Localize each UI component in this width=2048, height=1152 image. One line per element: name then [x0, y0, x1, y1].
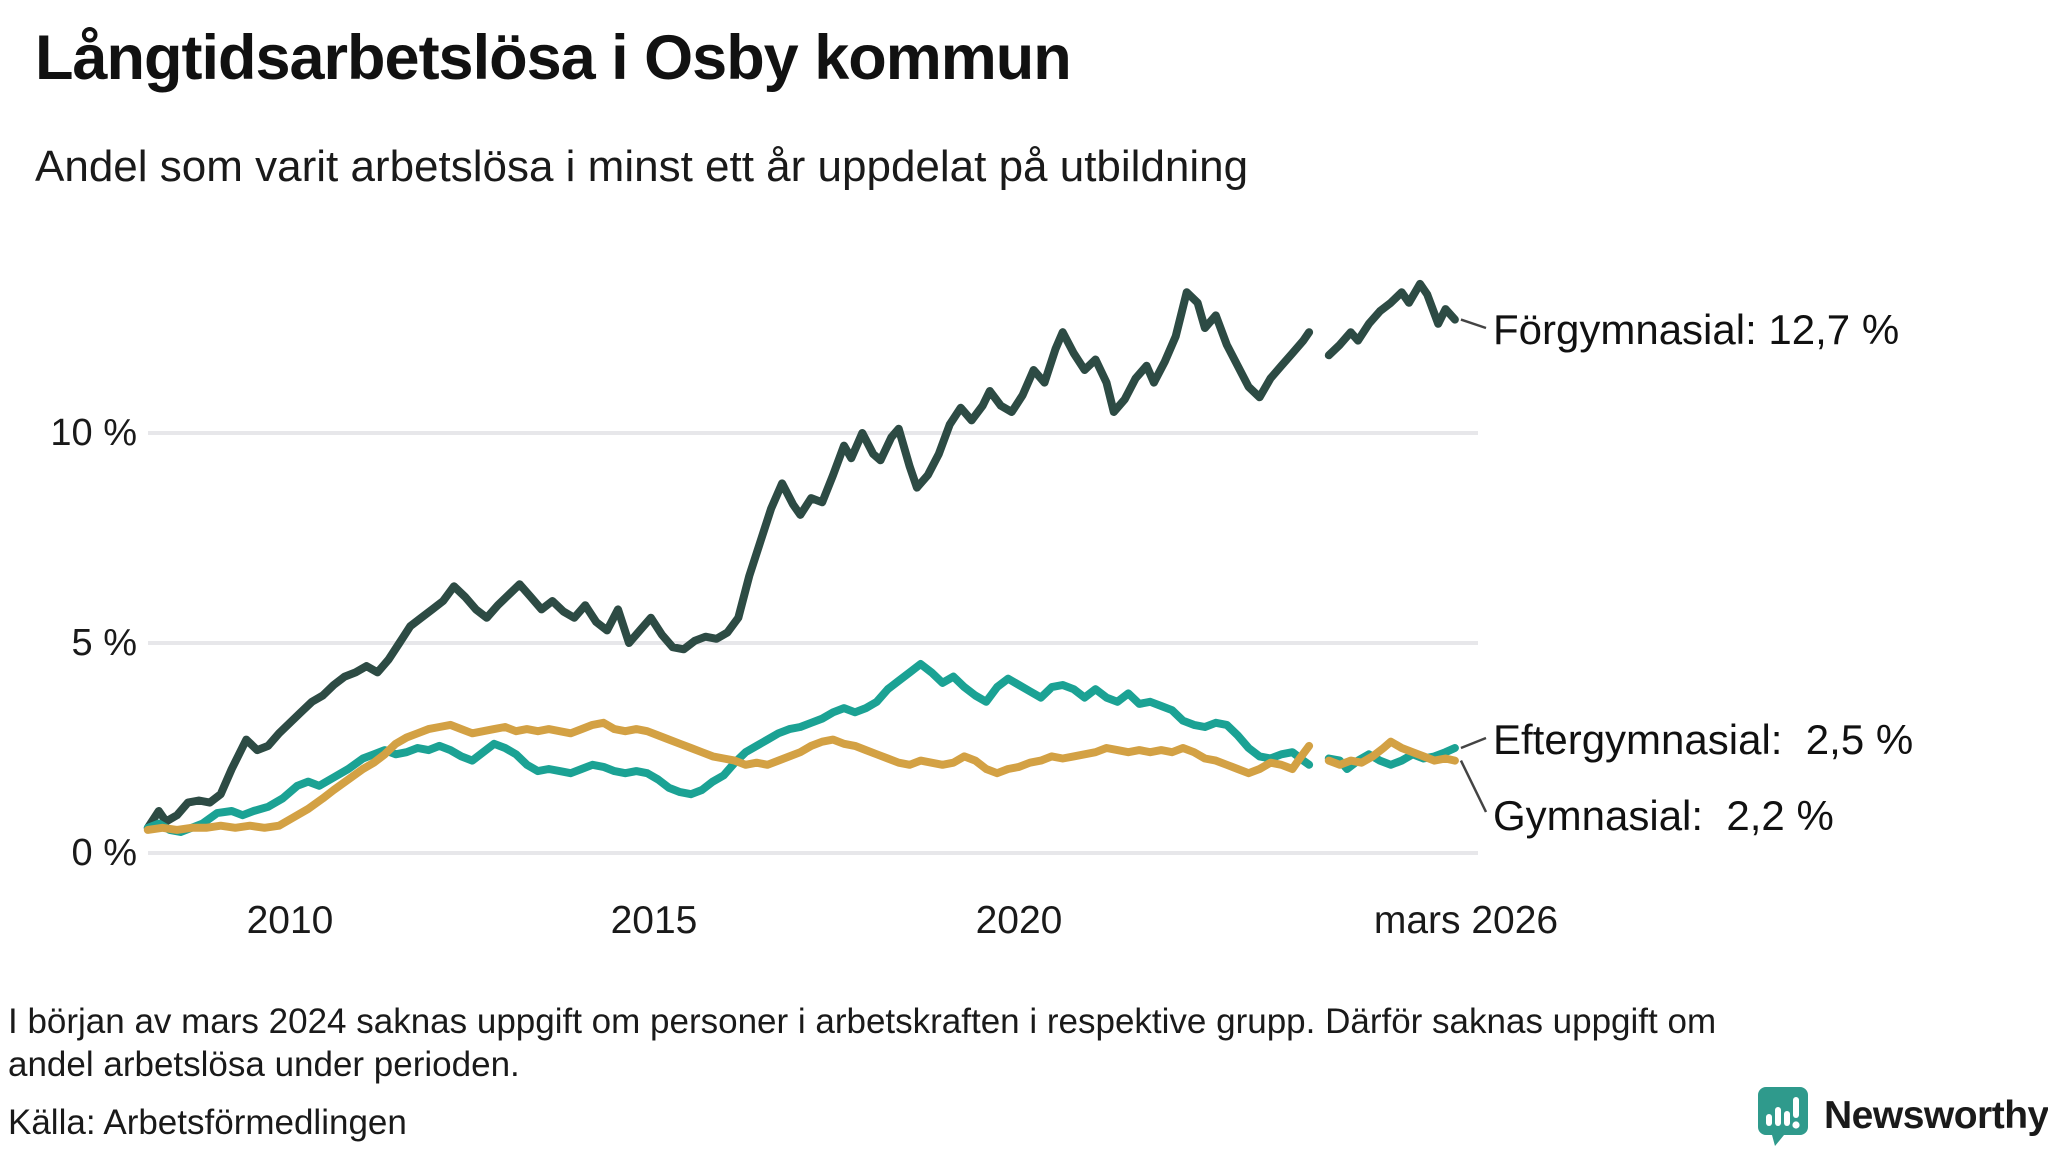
label-connector-gymnasial [1459, 760, 1488, 813]
y-axis-label-10: 10 % [50, 412, 137, 454]
label-connector-eftergymnasial [1460, 736, 1487, 750]
x-axis-label-2010: 2010 [246, 899, 334, 942]
footnote-line-2: andel arbetslösa under perioden. [8, 1045, 520, 1084]
footnote: I början av mars 2024 saknas uppgift om … [8, 1000, 1716, 1086]
source-note: Källa: Arbetsförmedlingen [8, 1103, 407, 1142]
line-eftergymnasial-segment-1 [143, 660, 1314, 836]
line-gymnasial-segment-2 [1324, 737, 1459, 769]
line-förgymnasial-segment-1 [143, 288, 1314, 832]
newsworthy-logo-text: Newsworthy [1824, 1094, 2048, 1137]
series-label-forgymnasial: Förgymnasial: 12,7 % [1493, 306, 1900, 353]
newsworthy-logo: Newsworthy [1756, 1084, 2048, 1148]
x-axis-label-mars-2026: mars 2026 [1373, 899, 1559, 942]
page-subtitle: Andel som varit arbetslösa i minst ett å… [35, 142, 1249, 191]
y-axis-label-0: 0 % [71, 832, 137, 874]
line-förgymnasial-segment-2 [1324, 279, 1459, 360]
series-label-eftergymnasial: Eftergymnasial: 2,5 % [1493, 716, 1914, 763]
x-axis-label-2015: 2015 [610, 899, 698, 942]
y-axis-label-5: 5 % [71, 622, 137, 664]
series-label-gymnasial: Gymnasial: 2,2 % [1493, 792, 1834, 839]
newsworthy-logo-icon [1758, 1087, 1808, 1146]
label-connector-förgymnasial [1460, 318, 1487, 330]
x-axis-label-2020: 2020 [975, 899, 1063, 942]
page-title: Långtidsarbetslösa i Osby kommun [35, 23, 1072, 93]
line-gymnasial-segment-1 [143, 718, 1314, 834]
footnote-line-1: I början av mars 2024 saknas uppgift om … [8, 1002, 1717, 1041]
